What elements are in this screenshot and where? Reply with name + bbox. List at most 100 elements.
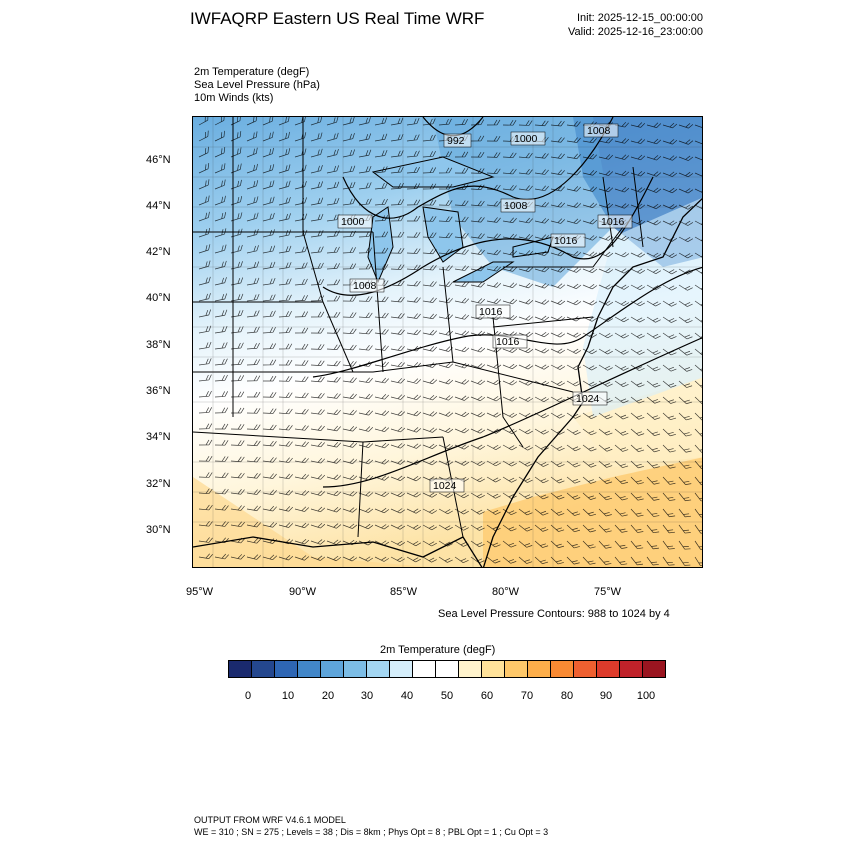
wind-barb: [470, 524, 485, 531]
wind-barb: [246, 310, 260, 318]
wind-barb: [278, 164, 291, 174]
wind-barb: [598, 524, 612, 533]
wind-barb: [278, 392, 293, 398]
wind-barb: [246, 505, 261, 512]
wind-barb: [310, 262, 324, 270]
wind-barb: [278, 424, 293, 431]
wind-barb: [566, 348, 582, 354]
wind-barb: [678, 332, 693, 340]
wind-barb: [694, 428, 702, 437]
wind-barb: [294, 311, 309, 318]
wind-barb: [422, 199, 437, 206]
wind-barb: [502, 298, 518, 305]
wind-barb: [374, 507, 390, 514]
wind-barb: [486, 428, 502, 434]
svg-text:1016: 1016: [554, 235, 578, 247]
wind-barb: [358, 198, 372, 206]
wind-barb: [278, 327, 293, 334]
wind-barb: [326, 132, 339, 142]
wind-barb: [262, 117, 274, 126]
wind-barb: [550, 476, 565, 484]
legend-label: 90: [599, 690, 613, 702]
wind-barb: [694, 476, 702, 486]
wind-barb: [198, 117, 209, 126]
wind-barb: [662, 316, 677, 323]
wind-barb: [422, 346, 438, 352]
wind-barb: [630, 444, 645, 453]
wind-barb: [438, 330, 454, 336]
wind-barb: [422, 313, 437, 320]
wind-barb: [310, 409, 325, 415]
wind-barb: [214, 179, 226, 190]
wind-barb: [662, 540, 675, 550]
wind-barb: [678, 444, 692, 453]
wind-barb: [422, 297, 437, 303]
wind-barb: [406, 264, 421, 271]
wind-barb: [294, 295, 308, 302]
wind-barb: [518, 217, 533, 224]
wind-barb: [422, 508, 438, 514]
wind-barb: [614, 348, 629, 355]
wind-barb: [598, 476, 613, 484]
wind-barb: [310, 425, 325, 431]
wind-barb: [326, 165, 340, 174]
wind-barb: [518, 412, 534, 419]
wind-barb: [358, 540, 374, 546]
wind-barb: [630, 540, 644, 550]
wind-barb: [502, 444, 517, 451]
wind-barb: [390, 264, 405, 270]
wind-barb: [278, 538, 294, 545]
pressure-label: 1016: [475, 304, 511, 319]
wind-barb: [390, 117, 404, 126]
wind-barb: [262, 457, 277, 463]
wind-barb: [694, 220, 702, 227]
wind-barb: [470, 233, 485, 239]
wind-barb: [486, 556, 501, 564]
wind-barb: [422, 248, 437, 255]
wind-barb: [454, 460, 470, 466]
wind-barb: [470, 444, 486, 450]
wind-barb: [358, 328, 373, 335]
wind-barb: [374, 426, 390, 432]
wind-barb: [470, 460, 486, 466]
wind-barb: [470, 151, 485, 158]
wind-barb: [358, 475, 374, 481]
wind-barb: [646, 364, 661, 372]
wind-barb: [358, 231, 373, 238]
lat-label: 36°N: [146, 385, 171, 397]
wind-barb: [374, 117, 388, 126]
wind-barb: [598, 460, 613, 468]
wind-barb: [358, 149, 372, 158]
wind-barb: [694, 556, 702, 566]
wind-barb: [598, 170, 614, 176]
pressure-label: 1016: [492, 334, 528, 349]
wind-barb: [534, 540, 549, 548]
wind-barb: [662, 444, 676, 453]
wind-barb: [406, 362, 422, 368]
wind-barb: [422, 556, 437, 563]
wind-barb: [598, 251, 614, 258]
wind-barb: [534, 299, 550, 305]
legend-label: 20: [321, 690, 335, 702]
wind-barb: [422, 492, 438, 498]
wind-barb: [294, 457, 309, 464]
wind-barb: [694, 172, 702, 178]
wind-barb: [534, 524, 549, 532]
wind-barb: [598, 202, 614, 209]
legend-label: 40: [400, 690, 414, 702]
wind-barb: [454, 232, 469, 239]
wind-barb: [294, 441, 309, 447]
wind-barb: [342, 409, 357, 416]
wind-barb: [646, 187, 662, 193]
wind-barb: [310, 117, 323, 126]
colorbar-swatch: [298, 661, 321, 677]
wind-barb: [518, 347, 534, 354]
wind-barb: [422, 183, 437, 190]
wind-barb: [374, 361, 389, 368]
wind-barb: [246, 554, 262, 560]
wind-barb: [662, 187, 678, 194]
wind-barb: [678, 556, 691, 566]
wind-barb: [630, 284, 646, 290]
wind-barb: [358, 507, 374, 513]
wind-barb: [662, 171, 678, 177]
